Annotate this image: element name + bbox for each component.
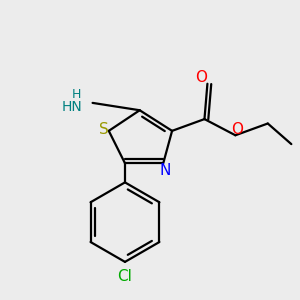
Text: O: O bbox=[231, 122, 243, 137]
Text: Cl: Cl bbox=[118, 269, 132, 284]
Text: HN: HN bbox=[61, 100, 82, 114]
Text: N: N bbox=[159, 163, 170, 178]
Text: H: H bbox=[72, 88, 81, 100]
Text: O: O bbox=[196, 70, 208, 86]
Text: S: S bbox=[100, 122, 109, 137]
